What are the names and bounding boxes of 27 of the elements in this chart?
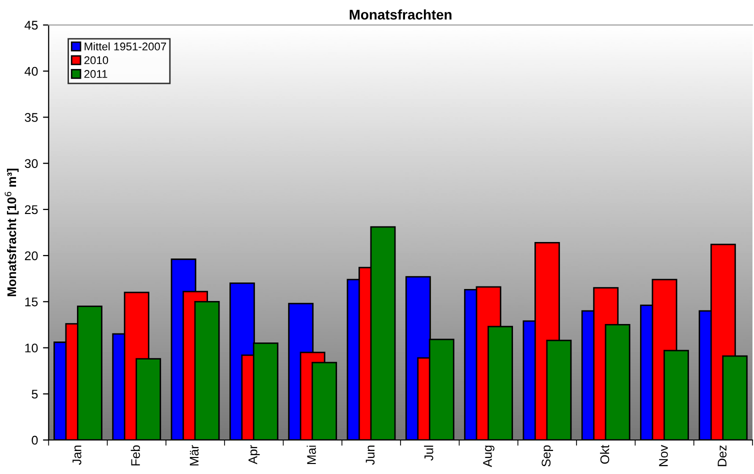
y-tick-label: 15 — [25, 298, 38, 306]
x-tick-label: Nov — [659, 444, 668, 466]
y-tick-label: 5 — [32, 390, 38, 399]
y-tick-label: 45 — [24, 20, 38, 30]
x-tick-label: Jul — [424, 446, 434, 461]
x-tick-label: Aug — [483, 446, 494, 468]
chart-title: Monatsfrachten — [350, 9, 452, 20]
y-tick-label: 0 — [32, 436, 38, 445]
y-tick-label: 10 — [25, 344, 38, 352]
y-axis-title: Monatsfracht [10$^{6}$ m³] — [4, 168, 19, 296]
x-tick-label: Feb — [130, 445, 140, 466]
legend-label: 2010 — [84, 56, 108, 64]
y-tick-label: 20 — [24, 251, 38, 260]
x-tick-label: Sep — [542, 445, 554, 467]
legend-label: Mittel 1951-2007 — [84, 42, 166, 50]
y-tick-label: 40 — [24, 66, 38, 76]
x-tick-label: Okt — [600, 444, 610, 464]
y-tick-label: 30 — [24, 159, 38, 168]
x-tick-label: Jun — [366, 446, 375, 465]
x-tick-label: Mai — [306, 446, 316, 464]
x-tick-label: Dez — [718, 445, 727, 466]
y-tick-label: 35 — [24, 113, 38, 122]
y-tick-label: 25 — [24, 205, 38, 214]
x-tick-label: Mär — [190, 445, 199, 466]
legend-label: 2011 — [84, 70, 108, 78]
x-tick-label: Jan — [72, 446, 82, 465]
x-tick-label: Apr — [248, 445, 260, 464]
